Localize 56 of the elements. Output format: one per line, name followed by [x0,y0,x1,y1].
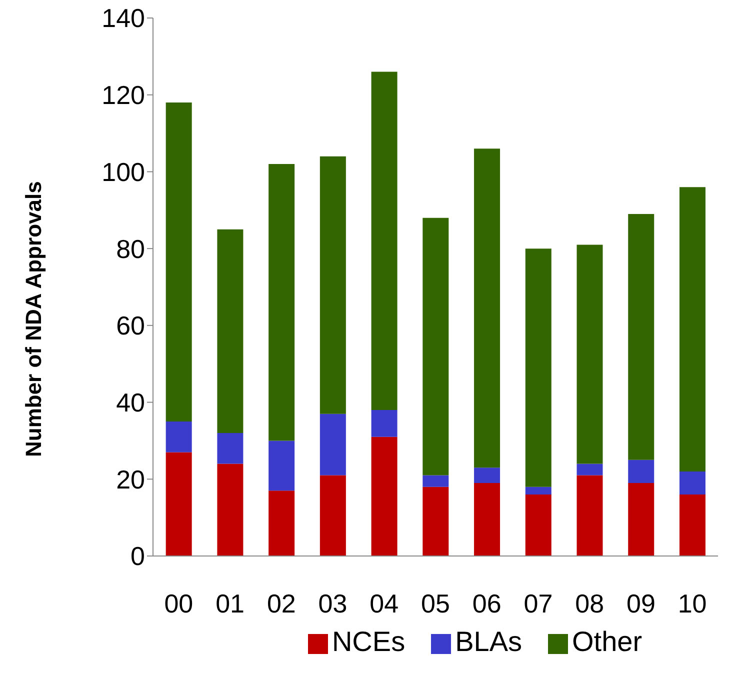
y-tick-label: 100 [102,156,145,187]
bar [474,482,500,556]
x-tick-label: 01 [216,588,245,618]
bar [371,436,398,556]
y-tick-label: 40 [116,388,145,418]
bar [679,187,706,472]
bar [217,433,244,464]
bar [525,486,552,495]
y-tick-label: 0 [130,541,145,572]
x-tick-label: 09 [626,588,656,618]
bar [268,490,295,556]
bar [679,471,706,495]
x-tick-label: 05 [421,588,450,618]
bar [166,102,192,422]
bar [525,248,552,487]
y-tick-label: 60 [116,310,145,341]
y-tick-label: 140 [102,3,145,34]
y-tick-label: 20 [116,464,145,494]
bar [628,460,654,483]
y-axis-title: Number of NDA Approvals [20,181,46,457]
x-tick-label: 10 [678,588,707,618]
bar [268,164,295,441]
bar [320,156,346,414]
bar [166,452,192,556]
legend-label: NCEs [332,626,406,657]
legend-label: BLAs [455,626,522,657]
bar [422,475,449,487]
x-tick-label: 03 [318,588,348,618]
bar [679,494,706,556]
bar [217,464,244,556]
bar [371,72,398,410]
legend-label: Other [572,626,642,657]
bar [217,229,244,434]
bar [576,475,603,556]
bar [166,422,192,452]
y-tick-label: 80 [116,234,145,264]
x-tick-label: 04 [370,588,399,618]
bar [422,486,449,556]
bar [525,494,552,556]
y-tick-label: 120 [102,80,145,110]
bar [576,464,603,476]
x-tick-label: 06 [472,588,502,618]
x-tick-label: 02 [266,588,296,618]
x-tick-label: 08 [575,588,604,618]
bar [268,440,295,491]
x-tick-label: 00 [164,588,194,618]
bar [474,468,500,483]
bar [576,244,603,464]
bar [422,218,449,476]
x-tick-label: 07 [524,588,553,618]
bar [371,410,398,437]
bar [474,148,500,468]
bar [320,475,346,556]
bar [320,414,346,476]
bar [628,482,654,556]
bar [628,214,654,460]
